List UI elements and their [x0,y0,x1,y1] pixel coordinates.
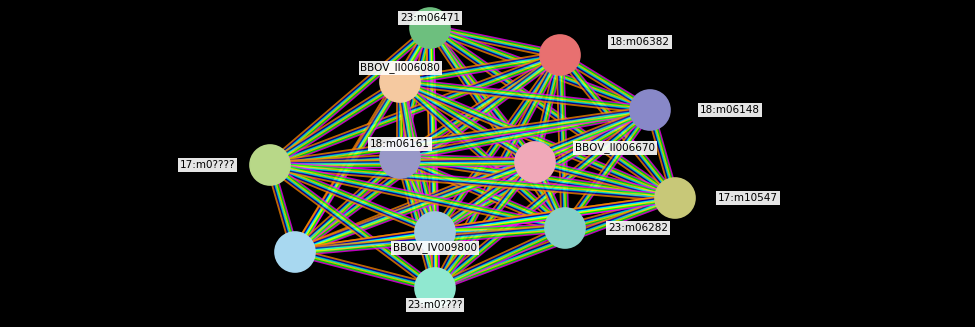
Circle shape [545,208,585,248]
Text: 18:m06161: 18:m06161 [370,139,430,149]
Circle shape [515,142,555,182]
Circle shape [410,8,450,48]
Text: 23:m06282: 23:m06282 [608,223,668,233]
Text: BBOV_IV009800: BBOV_IV009800 [393,243,477,253]
Circle shape [275,232,315,272]
Circle shape [380,62,420,102]
Circle shape [415,212,455,252]
Text: 18:m06382: 18:m06382 [610,37,670,47]
Text: BBOV_II006670: BBOV_II006670 [575,143,655,153]
Circle shape [540,35,580,75]
Text: 23:m0????: 23:m0???? [408,300,463,310]
Text: 17:m10547: 17:m10547 [718,193,778,203]
Text: 18:m06148: 18:m06148 [700,105,760,115]
Circle shape [380,138,420,178]
Circle shape [655,178,695,218]
Circle shape [250,145,290,185]
Circle shape [415,268,455,308]
Text: 23:m06471: 23:m06471 [400,13,460,23]
Text: BBOV_II006080: BBOV_II006080 [360,62,440,74]
Circle shape [630,90,670,130]
Text: 17:m0????: 17:m0???? [179,160,235,170]
